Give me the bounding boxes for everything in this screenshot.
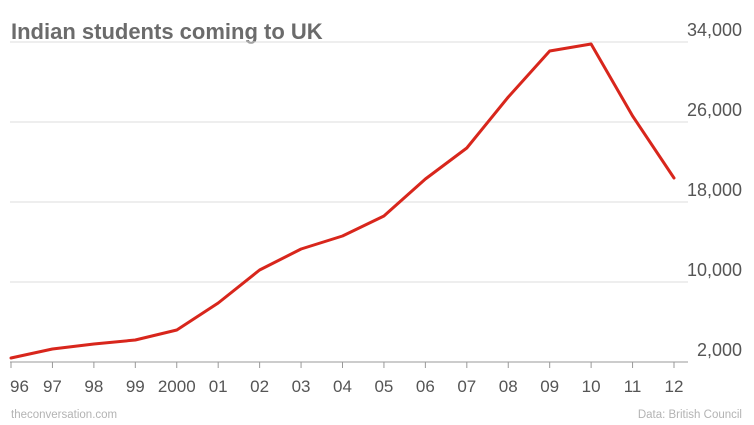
y-tick-label: 2,000 (697, 340, 742, 360)
x-tick-label: 97 (43, 377, 62, 396)
x-tick-label: 05 (374, 377, 393, 396)
y-tick-label: 26,000 (687, 100, 742, 120)
x-tick-label: 03 (292, 377, 311, 396)
x-tick-label: 08 (499, 377, 518, 396)
x-tick-label: 02 (250, 377, 269, 396)
y-axis-ticks: 2,000 10,000 18,000 26,000 34,000 (687, 20, 742, 360)
x-axis-ticks: 96 97 98 99 2000 01 02 03 04 05 06 07 08 09 10 11 12 (10, 362, 683, 396)
x-tick-label: 2000 (158, 377, 196, 396)
x-tick-label: 07 (457, 377, 476, 396)
y-tick-label: 34,000 (687, 20, 742, 40)
source-right: Data: British Council (638, 409, 742, 421)
x-tick-label: 09 (540, 377, 559, 396)
chart-title: Indian students coming to UK (11, 19, 323, 44)
x-tick-label: 98 (84, 377, 103, 396)
x-tick-label: 12 (665, 377, 684, 396)
x-tick-label: 06 (416, 377, 435, 396)
x-tick-label: 96 (10, 377, 29, 396)
gridlines (10, 41, 688, 283)
x-tick-label: 10 (582, 377, 601, 396)
x-tick-label: 04 (333, 377, 352, 396)
x-tick-label: 11 (624, 377, 642, 396)
y-tick-label: 10,000 (687, 260, 742, 280)
x-tick-label: 99 (126, 377, 145, 396)
y-tick-label: 18,000 (687, 180, 742, 200)
source-left: theconversation.com (11, 409, 117, 421)
series-line (9, 42, 676, 360)
x-tick-label: 01 (209, 377, 228, 396)
